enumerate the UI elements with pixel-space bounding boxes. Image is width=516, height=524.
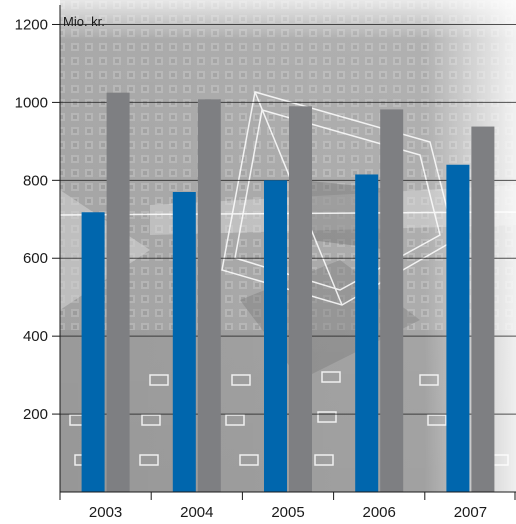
y-tick-label: 200 [23,406,48,423]
y-tick-label: 1000 [15,94,48,111]
y-tick-label: 400 [23,328,48,345]
x-tick-label: 2006 [363,504,396,521]
axes [52,5,516,500]
x-tick-label: 2007 [454,504,487,521]
tick-labels: 200 400 600 800 1000 1200 2003 2004 2005 2006 2007 [15,16,487,521]
y-tick-label: 600 [23,250,48,267]
bars [81,92,495,493]
bar-2004-series-1 [172,192,196,492]
bar-2006-series-2 [380,109,404,492]
bar-2005-series-1 [264,180,287,492]
bar-2007-series-1 [446,164,470,492]
bar-2004-series-2 [197,99,221,492]
y-tick-label: 800 [23,172,48,189]
x-tick-label: 2005 [271,504,304,521]
y-tick-label: 1200 [15,16,48,33]
bar-2007-series-2 [471,126,495,492]
bar-2005-series-2 [289,106,312,493]
gridlines [60,23,516,415]
bar-2003-series-2 [106,92,130,492]
bar-2006-series-1 [355,174,379,492]
y-unit-label: Mio. kr. [63,14,105,29]
x-tick-label: 2004 [180,504,213,521]
x-tick-label: 2003 [89,504,122,521]
bar-2003-series-1 [81,212,105,492]
